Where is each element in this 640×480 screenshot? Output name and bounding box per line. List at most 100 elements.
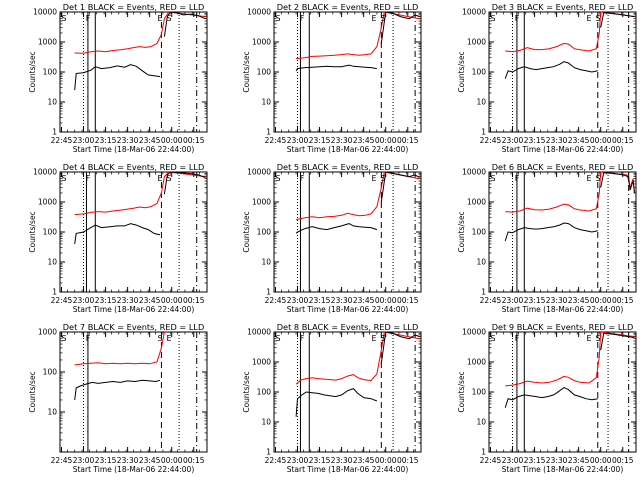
events-series-line [380, 12, 420, 44]
x-tick-label: 23:15 [95, 296, 117, 305]
lld-series-line [74, 12, 206, 54]
y-tick-label: 10 [261, 258, 271, 267]
y-tick-label: 100 [257, 68, 272, 77]
event-marker-label: F [86, 14, 91, 23]
event-marker-label: F [86, 174, 91, 183]
events-series-line [380, 332, 420, 364]
x-axis-label: Start Time (18-Mar-06 22:44:00) [73, 145, 195, 154]
y-tick-label: 10 [476, 98, 486, 107]
series-group [295, 12, 420, 72]
y-axis-label: Counts/sec [457, 371, 466, 412]
series-group [504, 12, 635, 79]
x-tick-label: 23:00 [73, 136, 95, 145]
y-tick-label: 1 [481, 448, 486, 457]
x-tick-label: 23:15 [95, 456, 117, 465]
x-tick-label: 23:45 [568, 296, 590, 305]
x-tick-label: 00:00 [375, 456, 397, 465]
x-axis-label: Start Time (18-Mar-06 22:44:00) [73, 465, 195, 474]
x-tick-label: 22:45 [265, 136, 287, 145]
y-tick-label: 1 [266, 128, 271, 137]
x-tick-label: 23:45 [353, 296, 375, 305]
x-tick-label: 23:45 [353, 136, 375, 145]
events-series-line [74, 223, 161, 244]
event-marker-label: S [380, 334, 385, 343]
y-axis-label: Counts/sec [242, 371, 251, 412]
x-axis-label: Start Time (18-Mar-06 22:44:00) [287, 305, 409, 314]
event-marker-label: S [380, 14, 385, 23]
x-tick-label: 23:45 [353, 456, 375, 465]
series-group [295, 332, 420, 417]
x-axis-label: Start Time (18-Mar-06 22:44:00) [502, 465, 624, 474]
y-tick-label: 100 [472, 68, 487, 77]
events-series-line [163, 12, 206, 37]
detector-panel: Det 1 BLACK = Events, RED = LLD 1 10 100 100… [28, 2, 208, 154]
event-marker-label: S [166, 174, 171, 183]
y-tick-label: 10 [476, 258, 486, 267]
x-tick-label: 22:45 [51, 136, 73, 145]
x-tick-label: 23:00 [287, 136, 309, 145]
x-tick-label: 23:00 [502, 456, 524, 465]
event-marker-label: E [157, 14, 162, 23]
plot-frame [488, 331, 637, 453]
panel-title: Det 4 BLACK = Events, RED = LLD [63, 162, 205, 172]
y-tick-label: 100 [257, 228, 272, 237]
detector-panel: Det 8 BLACK = Events, RED = LLD 1 10 100 100… [242, 322, 422, 474]
x-tick-label: 23:00 [73, 456, 95, 465]
events-series-line [504, 222, 598, 242]
y-tick-label: 10000 [33, 168, 57, 177]
x-tick-label: 22:45 [51, 296, 73, 305]
y-tick-label: 10000 [247, 8, 271, 17]
event-marker-label: S [275, 334, 280, 343]
x-tick-label: 00:15 [397, 456, 419, 465]
event-marker-label: S [595, 14, 600, 23]
event-marker-label: S [595, 334, 600, 343]
x-tick-label: 00:15 [612, 456, 634, 465]
x-tick-label: 23:30 [117, 456, 139, 465]
y-tick-label: 1000 [252, 38, 271, 47]
y-axis-label: Counts/sec [242, 51, 251, 92]
x-tick-label: 23:30 [546, 296, 568, 305]
y-tick-label: 1000 [38, 328, 57, 337]
x-tick-label: 23:00 [287, 456, 309, 465]
event-marker-label: S [490, 334, 495, 343]
y-axis-label: Counts/sec [457, 51, 466, 92]
x-tick-label: 00:00 [590, 456, 612, 465]
panel-title: Det 7 BLACK = Events, RED = LLD [63, 322, 205, 332]
y-axis-label: Counts/sec [28, 371, 37, 412]
y-tick-label: 100 [43, 228, 58, 237]
y-tick-label: 1000 [467, 358, 486, 367]
x-tick-label: 23:15 [524, 456, 546, 465]
events-series-line [380, 172, 420, 203]
x-tick-label: 00:15 [183, 136, 205, 145]
x-tick-label: 23:30 [117, 296, 139, 305]
x-tick-label: 00:00 [590, 136, 612, 145]
y-tick-label: 1 [52, 288, 57, 297]
y-tick-label: 1 [481, 288, 486, 297]
event-marker-label: E [166, 334, 171, 343]
panel-title: Det 5 BLACK = Events, RED = LLD [277, 162, 419, 172]
events-series-line [295, 388, 378, 417]
x-tick-label: 00:00 [375, 296, 397, 305]
events-series-line [600, 172, 635, 194]
x-tick-label: 23:30 [331, 456, 353, 465]
series-group [295, 172, 420, 234]
y-tick-label: 1000 [467, 38, 486, 47]
y-tick-label: 1 [266, 448, 271, 457]
x-tick-label: 23:15 [309, 456, 331, 465]
y-tick-label: 100 [472, 388, 487, 397]
event-marker-label: S [61, 174, 66, 183]
x-tick-label: 23:30 [331, 296, 353, 305]
x-tick-label: 23:30 [117, 136, 139, 145]
y-tick-label: 100 [43, 368, 58, 377]
detector-panel: Det 7 BLACK = Events, RED = LLD 10 100 1000… [28, 322, 208, 474]
y-tick-label: 10000 [33, 8, 57, 17]
x-tick-label: 23:30 [331, 136, 353, 145]
event-marker-label: S [275, 14, 280, 23]
y-tick-label: 1000 [38, 198, 57, 207]
plot-frame [59, 11, 208, 133]
detector-panel: Det 6 BLACK = Events, RED = LLD 1 10 100 100… [457, 162, 637, 314]
panel-title: Det 1 BLACK = Events, RED = LLD [63, 2, 205, 12]
y-tick-label: 1000 [38, 38, 57, 47]
event-marker-label: F [86, 334, 91, 343]
